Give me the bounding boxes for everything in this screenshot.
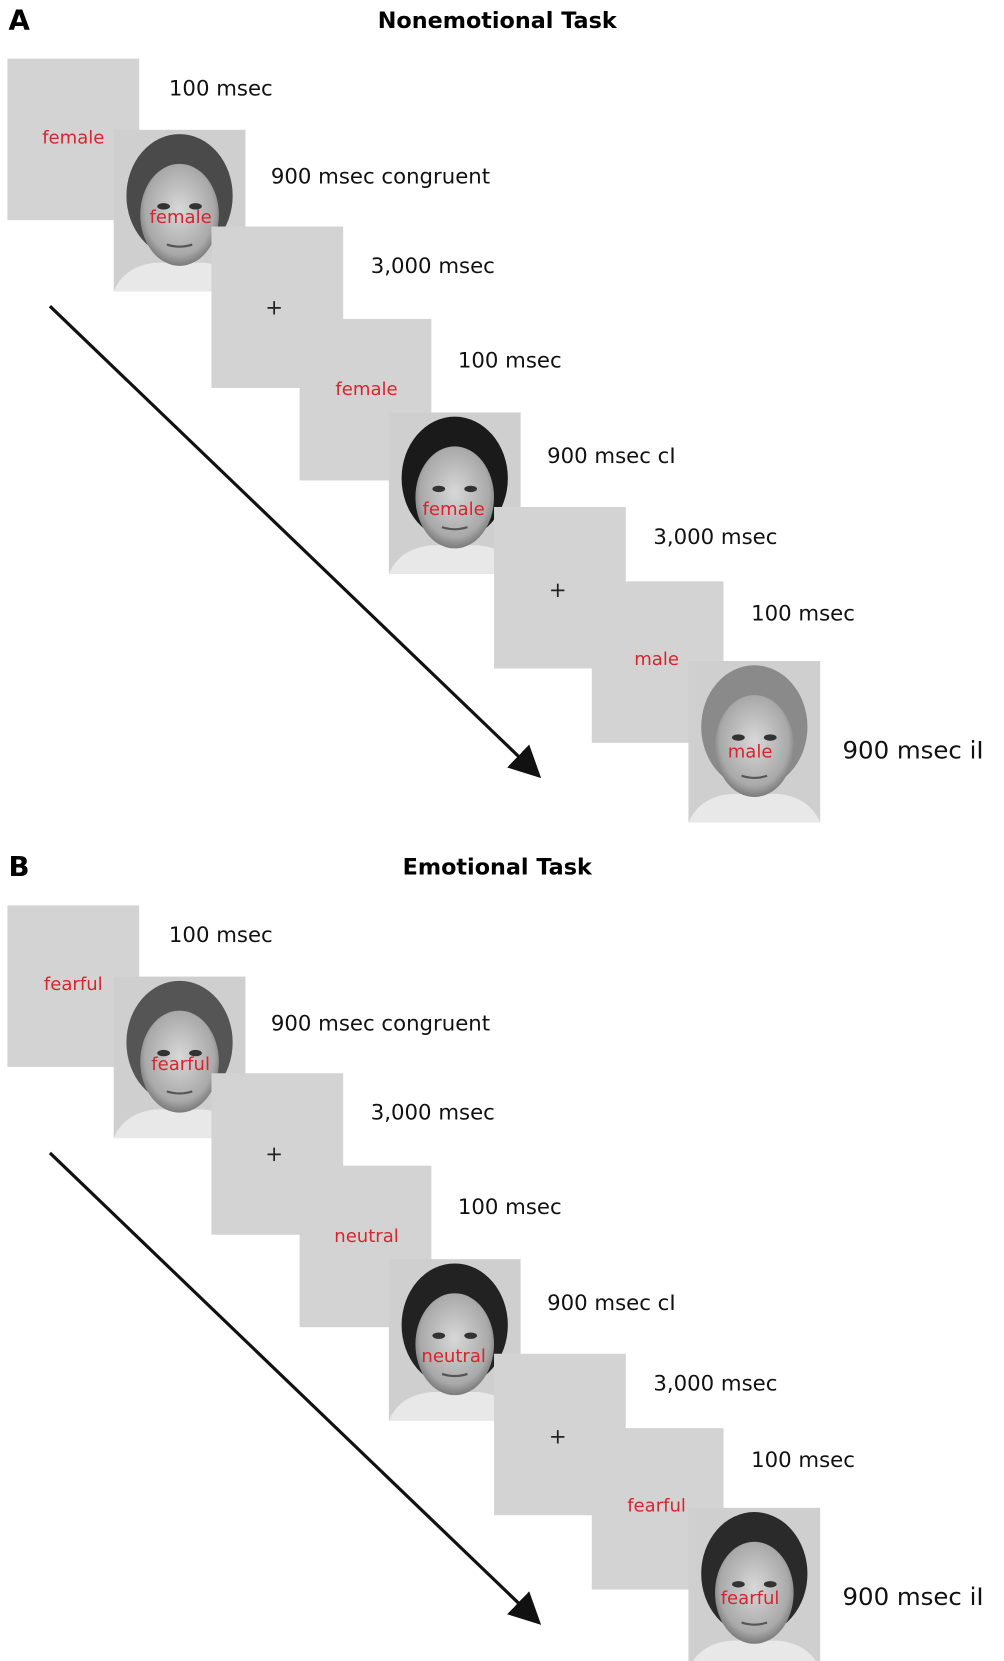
timing-label: 3,000 msec <box>653 525 777 550</box>
timing-label: 100 msec <box>751 1448 855 1473</box>
face <box>140 1010 219 1113</box>
panel-label: B <box>8 850 29 883</box>
timing-label: 900 msec congruent <box>271 165 490 190</box>
timing-label: 900 msec iI <box>843 735 984 764</box>
face <box>715 695 794 798</box>
face <box>715 1541 794 1644</box>
time-arrow <box>48 305 542 779</box>
panel-title: Emotional Task <box>403 855 593 881</box>
timing-label: 900 msec iI <box>843 1582 984 1611</box>
eye <box>189 203 202 210</box>
word-stimulus: neutral <box>334 1226 399 1247</box>
word-stimulus: male <box>634 649 679 670</box>
word-stimulus: neutral <box>421 1346 486 1367</box>
word-stimulus: female <box>423 499 485 520</box>
eye <box>763 734 777 741</box>
timing-label: 3,000 msec <box>371 1101 495 1126</box>
face <box>415 446 495 549</box>
timing-label: 900 msec congruent <box>271 1011 490 1036</box>
eye <box>464 485 478 493</box>
timing-label: 900 msec cI <box>547 444 675 469</box>
word-stimulus: fearful <box>151 1054 210 1075</box>
mouth <box>741 1621 768 1626</box>
timing-label: 900 msec cI <box>547 1291 675 1316</box>
eye <box>157 1049 170 1057</box>
word-stimulus: fearful <box>627 1496 686 1517</box>
eye <box>189 1049 202 1057</box>
word-stimulus: fearful <box>721 1588 780 1609</box>
timing-label: 100 msec <box>751 601 855 626</box>
panel: B Emotional Task fearful 100 msec fearful 900… <box>7 850 984 1661</box>
fixation-cross: + <box>265 1142 283 1167</box>
fixation-cross: + <box>265 295 283 320</box>
face <box>415 1293 495 1396</box>
mouth <box>741 774 768 779</box>
fixation-cross: + <box>549 578 567 603</box>
timing-label: 3,000 msec <box>371 254 495 279</box>
eye <box>157 203 170 210</box>
mouth <box>166 243 193 248</box>
word-stimulus: male <box>728 741 773 762</box>
eye <box>763 1581 777 1588</box>
eye <box>732 734 745 741</box>
trial-step: female <box>388 412 521 574</box>
mouth <box>166 1090 193 1095</box>
face <box>140 163 219 266</box>
timing-label: 3,000 msec <box>653 1372 777 1397</box>
shoulders <box>388 1391 521 1421</box>
trial-step: neutral <box>299 1165 432 1328</box>
trial-step: neutral <box>388 1259 521 1421</box>
shoulders <box>388 545 521 574</box>
time-arrow <box>48 1151 542 1625</box>
shoulders <box>688 793 821 823</box>
panel-label: A <box>8 3 30 36</box>
shoulders <box>692 1640 816 1661</box>
timing-label: 100 msec <box>169 76 273 101</box>
eye <box>464 1332 478 1339</box>
timing-label: 100 msec <box>458 1195 562 1220</box>
panel: A Nonemotional Task female 100 msec female 90… <box>7 3 984 823</box>
word-stimulus: female <box>150 207 212 228</box>
trial-step: fearful <box>688 1507 821 1661</box>
panel-title: Nonemotional Task <box>378 8 618 34</box>
mouth <box>441 526 468 531</box>
timing-label: 100 msec <box>169 923 273 948</box>
eye <box>732 1581 745 1588</box>
timing-label: 100 msec <box>458 348 562 373</box>
eye <box>432 1332 446 1339</box>
eye <box>432 485 446 493</box>
word-stimulus: female <box>335 379 397 400</box>
word-stimulus: female <box>42 127 104 148</box>
word-stimulus: fearful <box>44 974 103 995</box>
trial-step: male <box>688 661 821 823</box>
fixation-cross: + <box>549 1425 567 1450</box>
mouth <box>441 1372 468 1378</box>
